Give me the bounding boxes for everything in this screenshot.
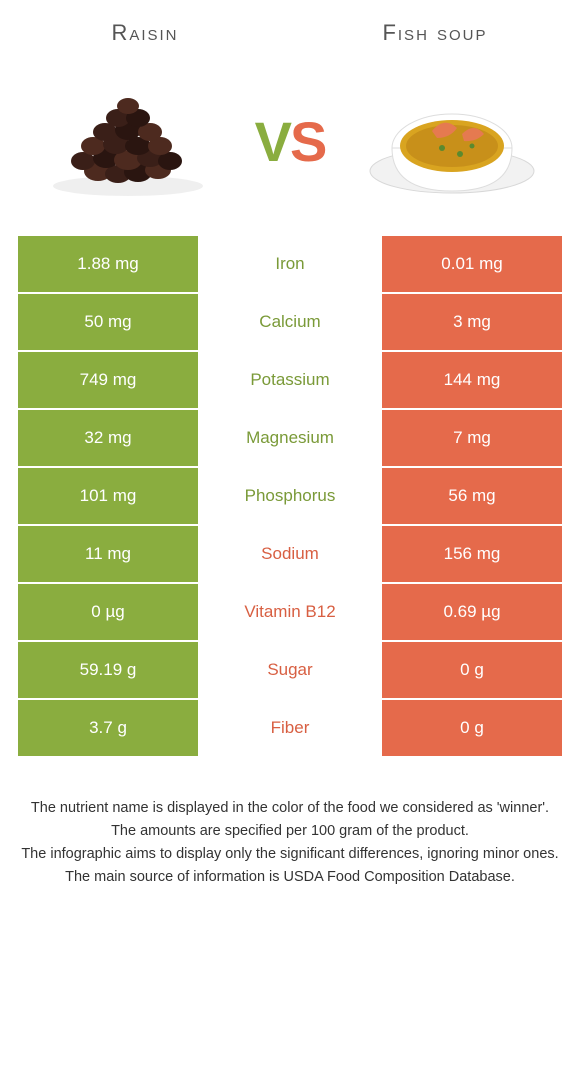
vs-label: VS [255,109,326,174]
right-value-cell: 0.69 µg [382,584,562,640]
fish-soup-image [362,76,542,206]
footer-line-4: The main source of information is USDA F… [20,867,560,888]
footer-line-1: The nutrient name is displayed in the co… [20,798,560,819]
left-food-title: Raisin [0,20,290,46]
left-value-cell: 32 mg [18,410,198,466]
table-row: 50 mgCalcium3 mg [18,294,562,350]
table-row: 59.19 gSugar0 g [18,642,562,698]
comparison-table: 1.88 mgIron0.01 mg50 mgCalcium3 mg749 mg… [0,236,580,756]
footer-line-2: The amounts are specified per 100 gram o… [20,821,560,842]
right-value-cell: 0 g [382,642,562,698]
table-row: 1.88 mgIron0.01 mg [18,236,562,292]
right-value-cell: 0.01 mg [382,236,562,292]
left-value-cell: 0 µg [18,584,198,640]
left-value-cell: 59.19 g [18,642,198,698]
right-value-cell: 7 mg [382,410,562,466]
left-value-cell: 50 mg [18,294,198,350]
nutrient-label-cell: Fiber [198,700,382,756]
table-row: 32 mgMagnesium7 mg [18,410,562,466]
left-value-cell: 1.88 mg [18,236,198,292]
nutrient-label-cell: Phosphorus [198,468,382,524]
right-food-title: Fish soup [290,20,580,46]
right-value-cell: 3 mg [382,294,562,350]
nutrient-label-cell: Iron [198,236,382,292]
nutrient-label-cell: Sugar [198,642,382,698]
left-value-cell: 101 mg [18,468,198,524]
left-value-cell: 11 mg [18,526,198,582]
nutrient-label-cell: Potassium [198,352,382,408]
nutrient-label-cell: Vitamin B12 [198,584,382,640]
footer-notes: The nutrient name is displayed in the co… [0,758,580,888]
table-row: 3.7 gFiber0 g [18,700,562,756]
header-row: Raisin Fish soup [0,0,580,56]
raisin-image [38,76,218,206]
nutrient-label-cell: Magnesium [198,410,382,466]
right-value-cell: 144 mg [382,352,562,408]
left-value-cell: 749 mg [18,352,198,408]
table-row: 11 mgSodium156 mg [18,526,562,582]
table-row: 101 mgPhosphorus56 mg [18,468,562,524]
right-value-cell: 156 mg [382,526,562,582]
table-row: 749 mgPotassium144 mg [18,352,562,408]
left-value-cell: 3.7 g [18,700,198,756]
images-row: VS [0,56,580,236]
vs-v-letter: V [255,110,290,173]
table-row: 0 µgVitamin B120.69 µg [18,584,562,640]
right-value-cell: 0 g [382,700,562,756]
vs-s-letter: S [290,110,325,173]
footer-line-3: The infographic aims to display only the… [20,844,560,865]
nutrient-label-cell: Sodium [198,526,382,582]
right-value-cell: 56 mg [382,468,562,524]
nutrient-label-cell: Calcium [198,294,382,350]
